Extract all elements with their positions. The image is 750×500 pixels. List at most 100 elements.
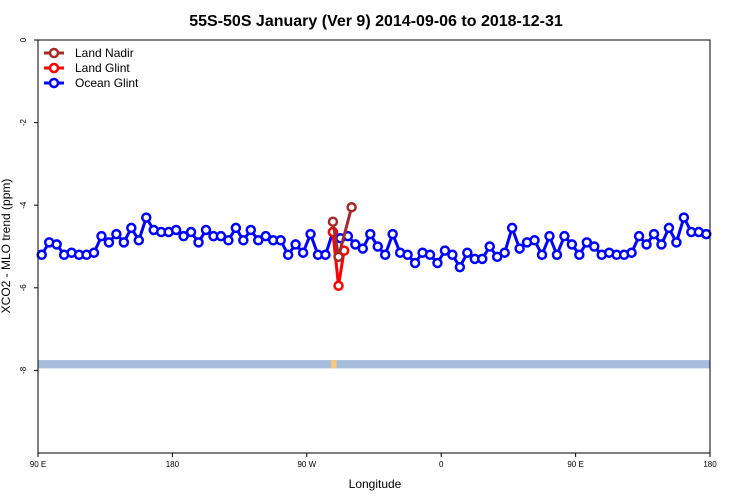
ocean-glint-point-47 — [387, 228, 398, 240]
ocean-glint-point-62 — [499, 247, 510, 258]
ocean-glint-point-21 — [193, 237, 204, 248]
ocean-glint-point-60 — [484, 241, 495, 252]
ocean-glint-point-67 — [536, 249, 548, 261]
land-glint-point-1 — [333, 280, 344, 291]
ocean-glint-point-12 — [126, 222, 137, 234]
ocean-glint-point-89 — [701, 228, 712, 240]
ocean-glint-point-8 — [96, 230, 107, 242]
ocean-glint-point-45 — [372, 241, 383, 252]
ocean-glint-point-9 — [103, 237, 115, 248]
ocean-glint-point-69 — [551, 249, 563, 261]
ocean-glint-point-83 — [656, 239, 667, 250]
ocean-glint-point-49 — [402, 249, 413, 261]
x-tick-label-4: 90 E — [567, 460, 583, 469]
ocean-glint-point-30 — [260, 230, 271, 242]
land-patch-0 — [331, 360, 337, 369]
ocean-glint-point-7 — [88, 247, 100, 258]
ocean-glint-point-19 — [178, 230, 189, 242]
ocean-glint-point-0 — [36, 249, 47, 261]
legend-item-ocean-glint: Ocean Glint — [44, 76, 139, 90]
ocean-glint-point-36 — [305, 228, 316, 240]
series-ocean-glint — [36, 212, 712, 273]
x-tick-label-5: 180 — [703, 460, 717, 469]
ocean-band — [38, 360, 710, 369]
ocean-glint-point-34 — [290, 239, 301, 250]
ocean-glint-point-68 — [544, 230, 555, 242]
ocean-glint-point-81 — [641, 239, 652, 250]
ocean-glint-point-79 — [626, 247, 637, 258]
ocean-glint-point-13 — [133, 235, 145, 246]
ocean-glint-point-33 — [282, 249, 294, 261]
ocean-glint-point-72 — [574, 249, 585, 261]
legend-item-land-glint: Land Glint — [44, 61, 130, 75]
ocean-glint-point-63 — [506, 222, 518, 234]
ocean-glint-point-14 — [141, 212, 152, 223]
ocean-glint-point-11 — [118, 237, 130, 248]
legend-label-ocean-glint: Ocean Glint — [75, 76, 139, 90]
ocean-glint-point-22 — [200, 224, 212, 236]
land-nadir-point-0 — [327, 216, 339, 227]
legend-marker-ocean-glint — [48, 77, 60, 89]
ocean-glint-point-32 — [275, 235, 286, 246]
ocean-glint-point-80 — [633, 230, 645, 242]
ocean-glint-point-54 — [439, 245, 451, 256]
y-axis-label: XCO2 - MLO trend (ppm) — [0, 179, 13, 314]
ocean-glint-point-53 — [432, 257, 443, 269]
ocean-glint-point-29 — [253, 235, 264, 246]
ocean-glint-point-44 — [365, 228, 376, 240]
ocean-glint-point-70 — [559, 230, 570, 242]
ocean-glint-point-55 — [447, 249, 458, 261]
ocean-glint-point-24 — [215, 230, 227, 242]
ocean-glint-point-50 — [409, 257, 421, 269]
y-tick-label-3: -6 — [19, 284, 28, 292]
ocean-glint-point-85 — [671, 237, 682, 248]
legend-label-land-glint: Land Glint — [75, 61, 130, 75]
ocean-glint-point-26 — [230, 222, 242, 234]
ocean-glint-point-27 — [238, 235, 249, 246]
ocean-glint-point-52 — [424, 249, 436, 261]
ocean-glint-point-57 — [462, 247, 473, 258]
ocean-glint-point-35 — [297, 247, 309, 258]
axes: 90 E 180 90 W 0 90 E 180 0 -2 -4 -6 -8 — [19, 37, 717, 469]
legend-item-land-nadir: Land Nadir — [44, 46, 134, 60]
ocean-glint-point-2 — [51, 239, 62, 250]
land-ocean-band — [38, 360, 710, 369]
x-tick-label-2: 90 W — [297, 460, 316, 469]
ocean-glint-point-59 — [477, 253, 488, 265]
land-nadir-point-2 — [346, 202, 357, 213]
x-tick-label-0: 90 E — [30, 460, 46, 469]
ocean-glint-point-66 — [529, 235, 540, 246]
ocean-glint-point-28 — [245, 224, 257, 236]
x-tick-label-3: 0 — [439, 460, 444, 469]
ocean-glint-point-84 — [663, 222, 675, 234]
y-tick-label-1: -2 — [19, 118, 28, 126]
y-tick-label-4: -8 — [19, 366, 28, 374]
legend-label-land-nadir: Land Nadir — [75, 46, 134, 60]
chart-title: 55S-50S January (Ver 9) 2014-09-06 to 20… — [189, 13, 563, 30]
ocean-glint-point-20 — [185, 226, 197, 238]
ocean-glint-point-61 — [491, 251, 503, 263]
ocean-glint-point-73 — [581, 237, 593, 248]
ocean-glint-point-43 — [357, 243, 369, 254]
y-tick-label-0: 0 — [19, 37, 28, 42]
ocean-glint-point-42 — [350, 239, 361, 250]
ocean-glint-point-64 — [514, 243, 525, 254]
ocean-glint-point-18 — [170, 224, 182, 236]
legend-marker-land-glint — [48, 62, 60, 74]
series-layer — [36, 202, 712, 291]
ocean-glint-point-38 — [320, 249, 331, 261]
ocean-glint-point-10 — [111, 228, 122, 240]
ocean-glint-point-74 — [589, 241, 600, 252]
x-tick-label-1: 180 — [166, 460, 180, 469]
ocean-glint-point-82 — [648, 228, 660, 240]
series-land-nadir — [327, 202, 357, 263]
ocean-glint-point-86 — [678, 212, 690, 223]
x-axis-label: Longitude — [349, 477, 402, 491]
ocean-glint-point-46 — [379, 249, 391, 261]
ocean-glint-point-25 — [223, 235, 234, 246]
land-nadir-point-1 — [333, 251, 344, 263]
y-tick-label-2: -4 — [19, 201, 28, 209]
legend-marker-land-nadir — [48, 47, 60, 59]
